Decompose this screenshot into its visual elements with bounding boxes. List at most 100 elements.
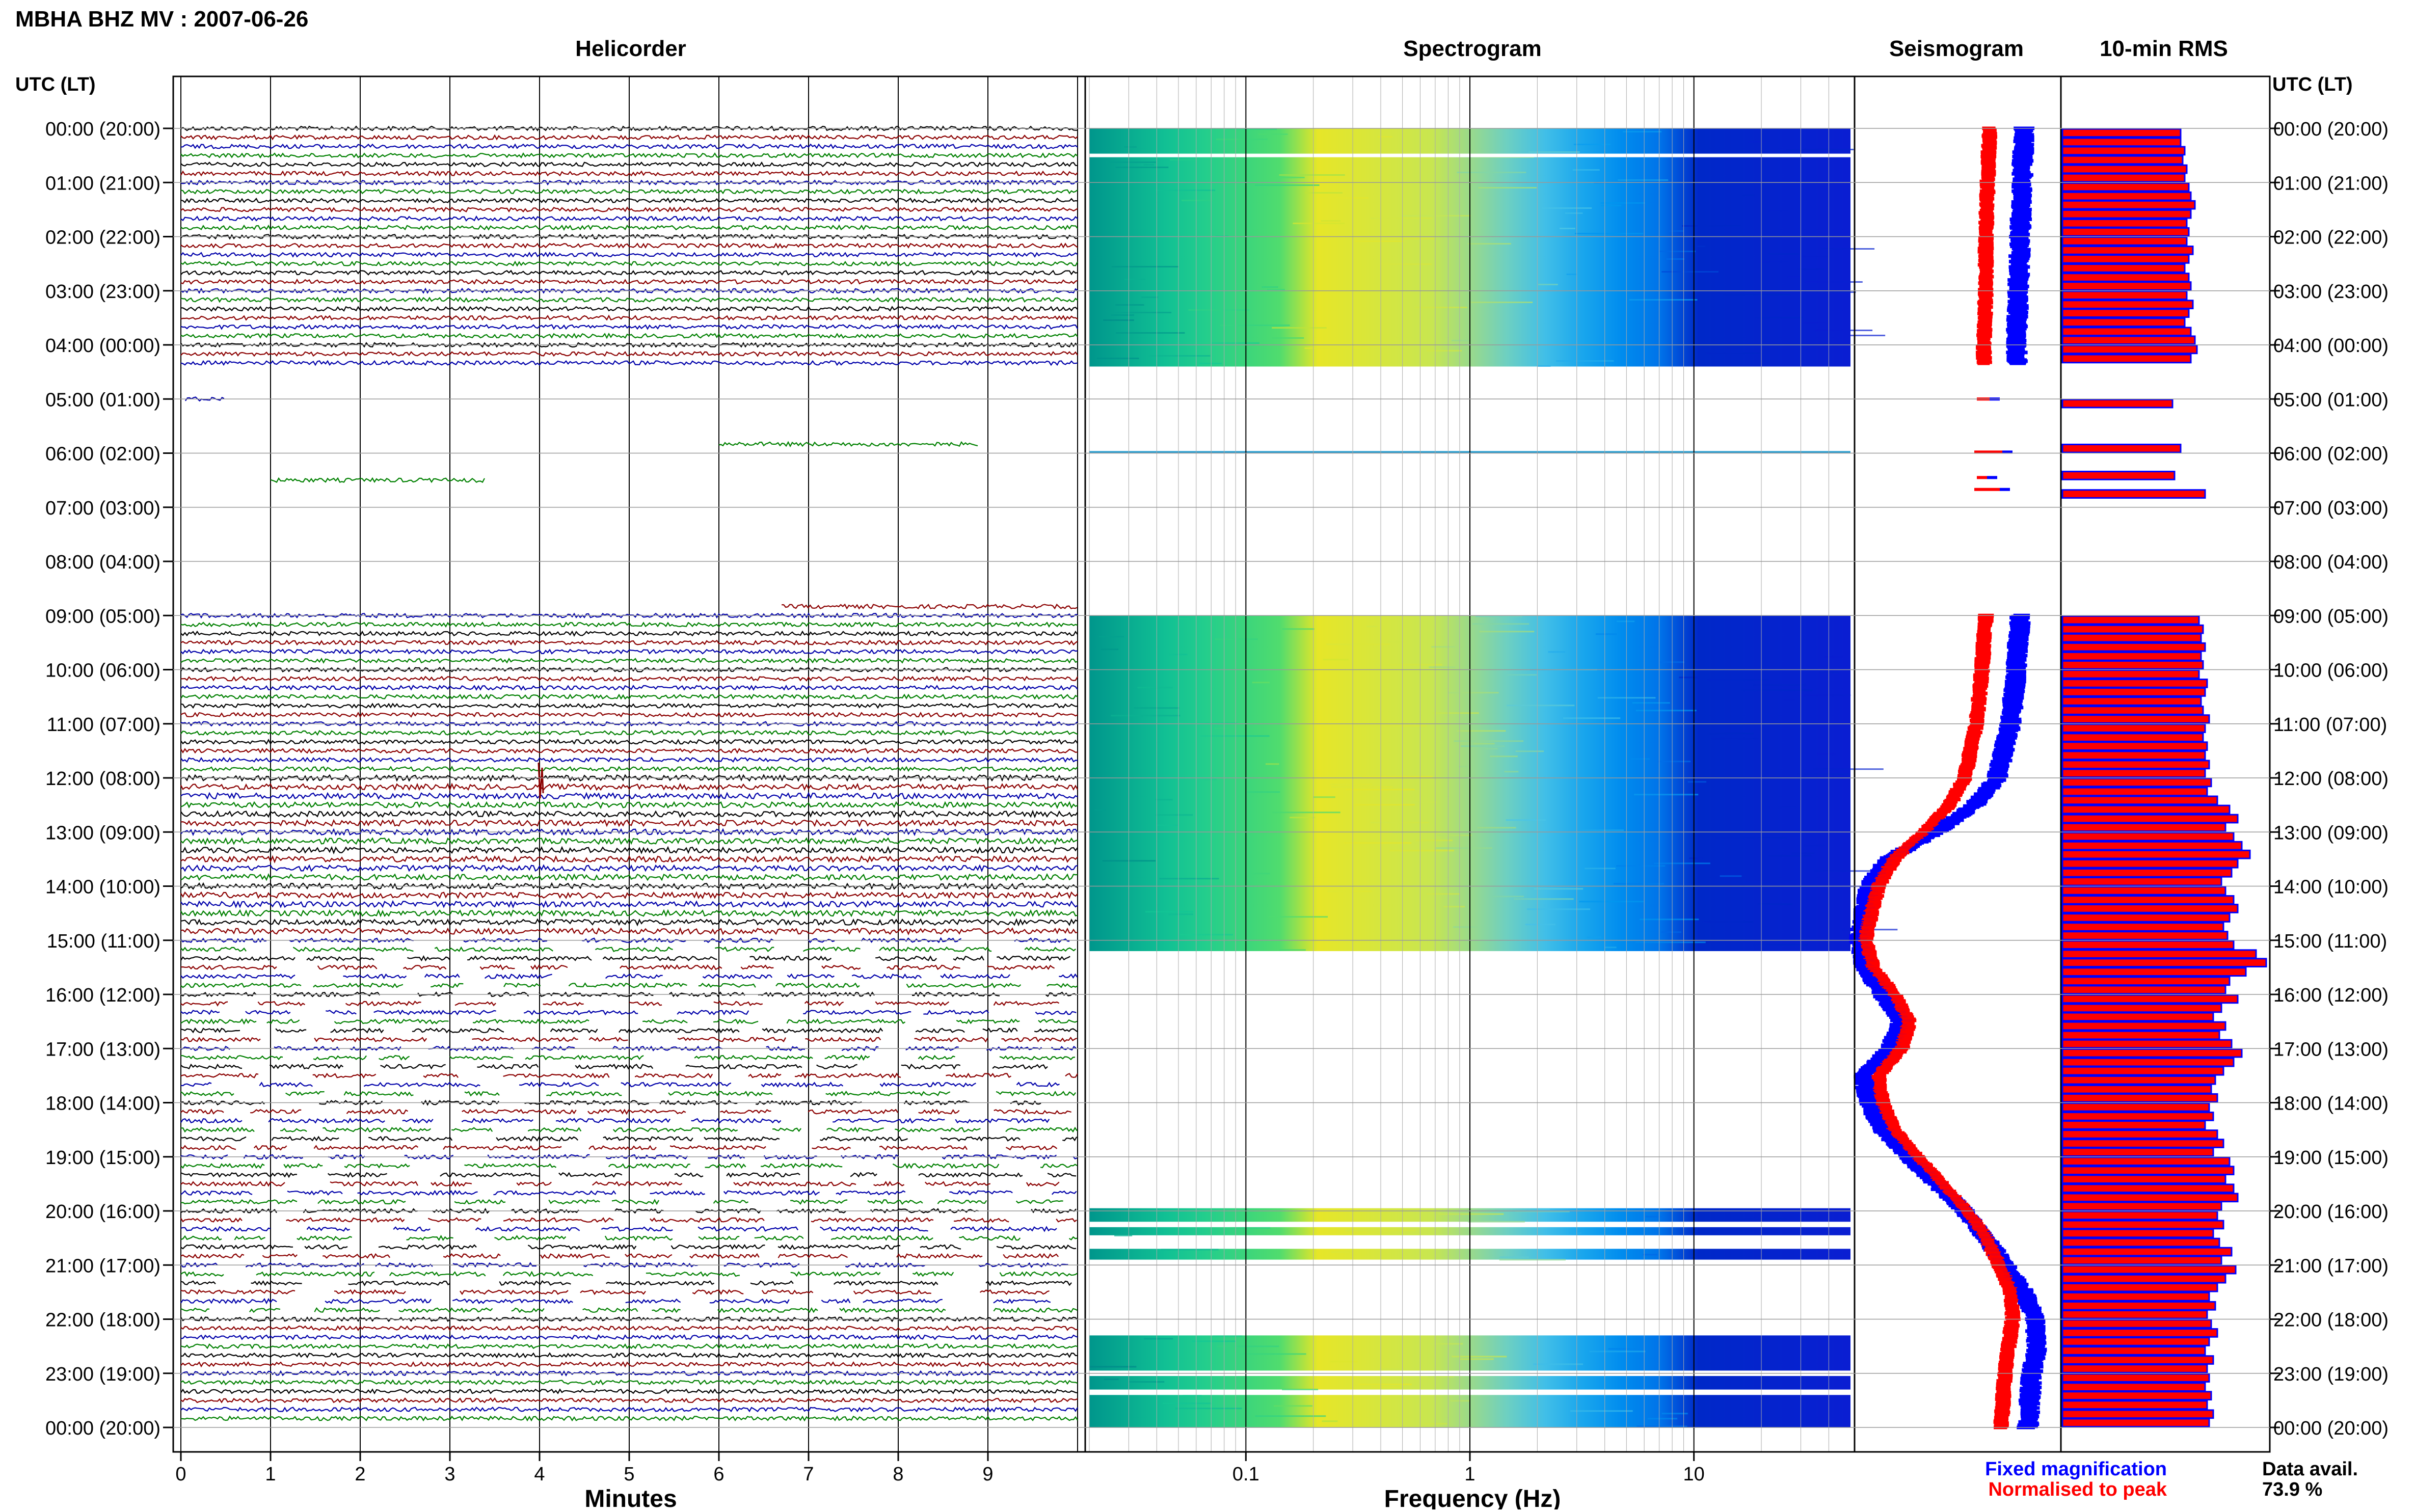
spectrogram-texture bbox=[1098, 636, 1124, 638]
helicorder-trace bbox=[620, 964, 722, 970]
spectrogram-texture bbox=[1427, 350, 1462, 352]
helicorder-trace bbox=[652, 1307, 681, 1313]
helicorder-trace bbox=[334, 1018, 449, 1024]
helicorder-trace bbox=[180, 1109, 224, 1115]
helicorder-trace bbox=[389, 1271, 486, 1277]
time-label-right: 05:00 (01:00) bbox=[2273, 389, 2389, 411]
rms-bar bbox=[2061, 624, 2204, 634]
spectrogram-texture bbox=[1506, 674, 1537, 676]
helicorder-trace bbox=[670, 1244, 765, 1250]
spectrogram-texture bbox=[1182, 200, 1213, 201]
helicorder-trace bbox=[180, 630, 1078, 637]
helicorder-trace bbox=[499, 1280, 571, 1286]
rms-bar bbox=[2061, 1102, 2210, 1112]
helicorder-trace bbox=[180, 1018, 257, 1025]
spectrogram-texture bbox=[1661, 931, 1681, 933]
rms-bar bbox=[2061, 1193, 2239, 1203]
rms-bar bbox=[2061, 733, 2204, 743]
helicorder-trace bbox=[249, 1308, 281, 1313]
rms-bar bbox=[2061, 128, 2182, 138]
helicorder-trace bbox=[605, 973, 663, 979]
helicorder-trace bbox=[180, 306, 1078, 312]
spectrogram-texture bbox=[1195, 778, 1217, 780]
spectrogram-texture bbox=[1379, 1368, 1409, 1370]
time-label-left: 17:00 (13:00) bbox=[45, 1039, 160, 1060]
time-label-right: 15:00 (11:00) bbox=[2273, 931, 2387, 952]
time-label-left: 22:00 (18:00) bbox=[45, 1310, 160, 1331]
time-label-right: 00:00 (20:00) bbox=[2273, 1418, 2389, 1439]
rms-bar bbox=[2061, 290, 2188, 300]
helicorder-trace bbox=[754, 1235, 804, 1241]
helicorder-trace bbox=[180, 260, 1078, 267]
spectrogram-panel bbox=[1084, 75, 1898, 1453]
rms-bar bbox=[2061, 696, 2202, 706]
spectrogram-texture bbox=[1443, 906, 1465, 908]
helicorder-trace bbox=[180, 1415, 1078, 1422]
spectrogram-texture bbox=[1499, 1259, 1566, 1261]
helicorder-trace bbox=[180, 242, 1078, 249]
rms-bar bbox=[2061, 1210, 2218, 1221]
helicorder-trace bbox=[323, 1127, 432, 1133]
rms-bar bbox=[2061, 804, 2231, 815]
helicorder-trace bbox=[918, 1172, 1023, 1178]
spectrogram-texture bbox=[1321, 220, 1341, 222]
helicorder-trace bbox=[180, 873, 1078, 881]
rms-bar bbox=[2061, 913, 2231, 923]
spectrogram-texture bbox=[1618, 179, 1669, 181]
rms-bar bbox=[2061, 741, 2208, 751]
helicorder-trace bbox=[180, 1226, 271, 1232]
spectrogram-texture bbox=[1322, 1420, 1338, 1422]
spectrogram-texture bbox=[1687, 781, 1707, 783]
helicorder-trace bbox=[749, 955, 832, 961]
helicorder-trace bbox=[879, 1145, 968, 1151]
helicorder-trace bbox=[180, 855, 1078, 863]
helicorder-trace bbox=[303, 1208, 418, 1214]
spectrogram-texture bbox=[1274, 1405, 1312, 1407]
time-label-left: 21:00 (17:00) bbox=[45, 1255, 160, 1277]
helicorder-trace bbox=[955, 1118, 1050, 1124]
rms-bar bbox=[2061, 714, 2210, 724]
rms-bar bbox=[2061, 1039, 2233, 1049]
helicorder-trace bbox=[496, 1136, 578, 1142]
spectrogram-texture bbox=[1246, 791, 1280, 793]
helicorder-trace bbox=[887, 964, 960, 970]
station-title: MBHA BHZ MV : 2007-06-26 bbox=[15, 7, 308, 32]
spectrogram-texture bbox=[1156, 190, 1216, 191]
spectrogram-texture bbox=[1538, 1208, 1550, 1210]
rms-bar bbox=[2061, 858, 2239, 869]
helicorder-trace bbox=[713, 1200, 749, 1204]
helicorder-trace bbox=[940, 973, 1010, 979]
rms-bar bbox=[2061, 1139, 2224, 1148]
spectrogram-texture bbox=[1329, 1361, 1358, 1363]
spectrogram-texture bbox=[1563, 717, 1621, 719]
helicorder-trace bbox=[180, 1027, 240, 1034]
helicorder-trace bbox=[180, 1361, 1078, 1368]
frequency-tick-label: 1 bbox=[1464, 1464, 1475, 1485]
time-label-right: 23:00 (19:00) bbox=[2273, 1364, 2389, 1385]
rms-bar bbox=[2061, 841, 2243, 851]
time-label-left: 19:00 (15:00) bbox=[45, 1147, 160, 1169]
spectrogram-texture bbox=[1358, 1384, 1412, 1386]
spectrogram-texture bbox=[1168, 913, 1193, 915]
helicorder-trace bbox=[253, 1145, 287, 1151]
rms-bar bbox=[2061, 155, 2184, 165]
rms-bar bbox=[2061, 227, 2190, 237]
helicorder-trace bbox=[790, 1199, 848, 1205]
spectrogram-texture bbox=[1759, 261, 1788, 262]
spectrogram-texture bbox=[1742, 195, 1755, 196]
spectrogram-texture bbox=[1344, 842, 1412, 844]
time-label-right: 01:00 (21:00) bbox=[2273, 173, 2389, 194]
helicorder-trace bbox=[345, 1001, 421, 1007]
spectrogram-texture bbox=[1431, 646, 1455, 648]
rms-bar bbox=[2061, 795, 2218, 805]
helicorder-trace bbox=[180, 974, 296, 979]
helicorder-trace bbox=[942, 1154, 1057, 1160]
helicorder-trace bbox=[959, 1235, 1021, 1241]
time-label-left: 05:00 (01:00) bbox=[45, 389, 160, 411]
helicorder-trace bbox=[180, 1091, 234, 1097]
rms-bar bbox=[2061, 1346, 2206, 1356]
helicorder-trace bbox=[493, 1190, 616, 1196]
spectrogram-texture bbox=[1814, 330, 1873, 331]
panel-title-rms: 10-min RMS bbox=[2100, 36, 2228, 61]
helicorder-trace bbox=[750, 1280, 794, 1286]
